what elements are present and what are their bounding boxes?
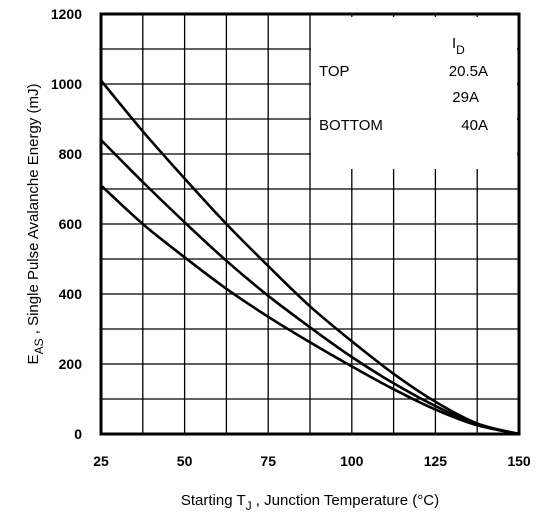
y-tick-label: 1000 (51, 76, 82, 92)
y-tick-label: 0 (74, 426, 82, 442)
x-tick-label: 75 (260, 453, 276, 469)
y-tick-label: 800 (59, 146, 83, 162)
x-tick-label: 100 (340, 453, 364, 469)
y-tick-label: 1200 (51, 6, 82, 22)
legend: ID TOP 20.5A 29A BOTTOM 40A (319, 35, 488, 134)
y-axis-title: EAS , Single Pulse Avalanche Energy (mJ) (25, 84, 46, 365)
x-tick-label: 50 (177, 453, 193, 469)
legend-entry-middle-value: 29A (452, 89, 479, 106)
x-tick-label: 150 (507, 453, 531, 469)
plot-frame (99, 12, 521, 436)
series-lines (99, 79, 520, 436)
series-line-2 (100, 139, 520, 436)
y-tick-label: 200 (59, 356, 83, 372)
x-tick-label: 125 (424, 453, 448, 469)
x-axis-title: Starting TJ , Junction Temperature (°C) (181, 492, 439, 513)
x-tick-label: 25 (93, 453, 109, 469)
series-line-1 (99, 79, 520, 436)
legend-entry-bottom-label: BOTTOM (319, 117, 383, 134)
x-axis-ticks: 25 50 75 100 125 150 (93, 453, 531, 469)
series-line-3 (100, 184, 520, 436)
legend-box (311, 17, 517, 169)
legend-entry-top-value: 20.5A (449, 63, 488, 80)
y-tick-label: 600 (59, 216, 83, 232)
legend-header: ID (452, 35, 465, 57)
y-axis-ticks: 0 200 400 600 800 1000 1200 (51, 6, 82, 442)
y-tick-label: 400 (59, 286, 83, 302)
legend-entry-top-label: TOP (319, 63, 350, 80)
legend-entry-bottom-value: 40A (461, 117, 488, 134)
